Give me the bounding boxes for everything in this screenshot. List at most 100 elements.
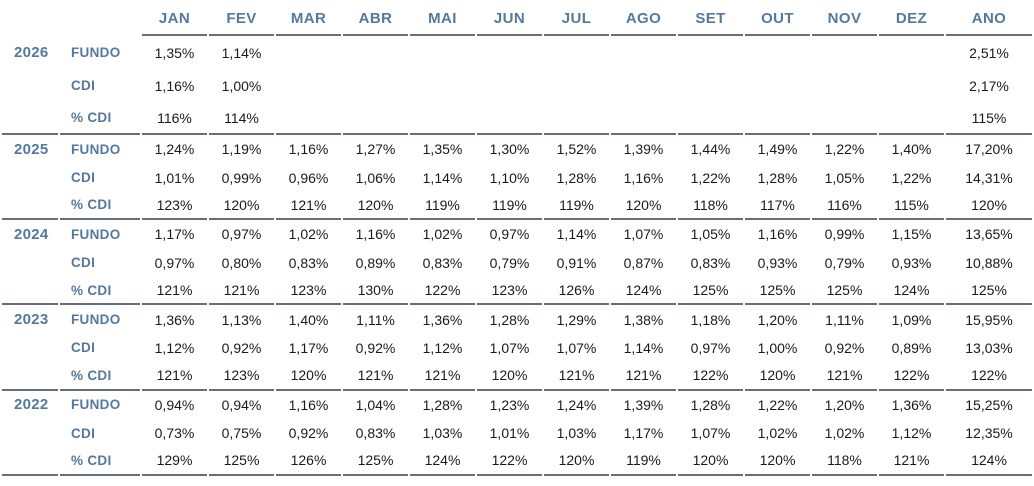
value-cell: 1,27%	[355, 141, 396, 158]
value-cell: 1,00%	[757, 339, 798, 356]
value-cell: 1,20%	[824, 396, 865, 413]
value-cell: 1,28%	[489, 311, 530, 328]
year-spacer	[2, 277, 58, 306]
value-cell: 1,03%	[422, 425, 463, 442]
row-label: % CDI	[60, 277, 140, 306]
value-cell: 1,05%	[690, 226, 731, 243]
value-cell	[745, 102, 810, 135]
value-cell: 121%	[611, 362, 676, 391]
data-row: CDI 1,01% 0,99% 0,96% 1,06% 1,14% 1,10% 1,28% 1,…	[2, 163, 1032, 191]
value-cell: 1,11%	[825, 311, 864, 328]
value-cell	[812, 36, 877, 69]
year-spacer	[2, 163, 58, 191]
value-cell	[410, 69, 475, 102]
value-cell: 115%	[946, 102, 1032, 135]
year-label: 2023	[14, 311, 49, 329]
value-cell	[477, 69, 542, 102]
value-cell: 0,97%	[154, 254, 195, 271]
value-cell: 2,17%	[969, 77, 1009, 94]
value-cell: 0,92%	[221, 339, 262, 356]
row-label: FUNDO	[71, 141, 121, 157]
value-cell: 0,92%	[288, 425, 329, 442]
year-label: 2022	[14, 396, 49, 414]
month-header-jun: JUN	[477, 2, 542, 36]
year-spacer	[2, 249, 58, 277]
value-cell: 123%	[276, 277, 341, 306]
year-spacer	[2, 102, 58, 135]
value-cell: 117%	[745, 192, 810, 221]
data-row: % CDI 121% 123% 120% 121% 121% 120% 121% 121% 122…	[2, 362, 1032, 391]
value-cell: 1,22%	[757, 396, 798, 413]
value-cell: 125%	[343, 447, 408, 476]
value-cell: 1,28%	[690, 396, 731, 413]
value-cell	[410, 36, 475, 69]
value-cell: 1,36%	[891, 396, 932, 413]
value-cell: 116%	[142, 102, 207, 135]
value-cell: 1,22%	[891, 169, 932, 186]
value-cell: 1,40%	[891, 141, 932, 158]
value-cell: 0,89%	[891, 339, 932, 356]
value-cell: 119%	[611, 447, 676, 476]
value-cell: 1,14%	[623, 339, 664, 356]
value-cell: 120%	[276, 362, 341, 391]
data-row: % CDI 123% 120% 121% 120% 119% 119% 119% 120% 118…	[2, 192, 1032, 221]
value-cell: 124%	[879, 277, 944, 306]
value-cell: 1,14%	[422, 169, 463, 186]
value-cell: 124%	[946, 447, 1032, 476]
value-cell: 124%	[611, 277, 676, 306]
value-cell: 1,07%	[556, 339, 597, 356]
value-cell: 123%	[142, 192, 207, 221]
performance-table: JAN FEV MAR ABR MAI JUN JUL AGO SET OUT NOV DEZ ANO …	[0, 2, 1034, 476]
data-row: CDI 0,97% 0,80% 0,83% 0,89% 0,83% 0,79% 0,91% 0,…	[2, 249, 1032, 277]
value-cell: 1,02%	[824, 425, 865, 442]
value-cell: 1,10%	[489, 169, 530, 186]
value-cell: 118%	[678, 192, 743, 221]
value-cell: 130%	[343, 277, 408, 306]
header-row: JAN FEV MAR ABR MAI JUN JUL AGO SET OUT NOV DEZ ANO	[2, 2, 1032, 36]
value-cell: 1,07%	[489, 339, 530, 356]
value-cell: 121%	[209, 277, 274, 306]
value-cell	[879, 36, 944, 69]
table-body: 2026 FUNDO 1,35% 1,14% 2,51% CDI 1,16% 1,00% 2,1…	[2, 36, 1032, 476]
data-row: 2022 FUNDO 0,94% 0,94% 1,16% 1,04% 1,28% 1,23% 1…	[2, 391, 1032, 419]
value-cell: 0,93%	[891, 254, 932, 271]
value-cell: 1,13%	[221, 311, 262, 328]
value-cell: 1,14%	[556, 226, 597, 243]
value-cell: 1,36%	[154, 311, 195, 328]
value-cell: 1,02%	[288, 226, 329, 243]
value-cell: 1,24%	[154, 141, 195, 158]
year-spacer	[2, 69, 58, 102]
value-cell	[611, 69, 676, 102]
month-header-nov: NOV	[812, 2, 877, 36]
value-cell: 0,73%	[154, 425, 195, 442]
value-cell: 115%	[879, 192, 944, 221]
value-cell: 1,12%	[891, 425, 932, 442]
value-cell: 120%	[611, 192, 676, 221]
value-cell: 0,97%	[489, 226, 530, 243]
row-label: FUNDO	[71, 312, 121, 328]
value-cell: 126%	[276, 447, 341, 476]
value-cell: 1,09%	[891, 311, 932, 328]
value-cell: 1,01%	[154, 169, 195, 186]
value-cell: 0,99%	[221, 169, 262, 186]
value-cell: 1,44%	[690, 141, 731, 158]
month-header-dez: DEZ	[879, 2, 944, 36]
row-label: CDI	[71, 255, 96, 271]
value-cell: 0,97%	[221, 226, 262, 243]
value-cell: 1,16%	[757, 226, 798, 243]
value-cell: 121%	[812, 362, 877, 391]
value-cell	[678, 36, 743, 69]
value-cell: 1,30%	[489, 141, 530, 158]
value-cell: 121%	[410, 362, 475, 391]
value-cell: 121%	[142, 277, 207, 306]
value-cell: 0,96%	[288, 169, 329, 186]
value-cell	[611, 102, 676, 135]
value-cell: 114%	[209, 102, 274, 135]
value-cell: 125%	[209, 447, 274, 476]
value-cell: 1,16%	[288, 396, 329, 413]
value-cell: 120%	[209, 192, 274, 221]
value-cell: 0,80%	[221, 254, 262, 271]
value-cell: 126%	[544, 277, 609, 306]
row-label: CDI	[71, 78, 96, 93]
row-label: FUNDO	[71, 397, 121, 413]
